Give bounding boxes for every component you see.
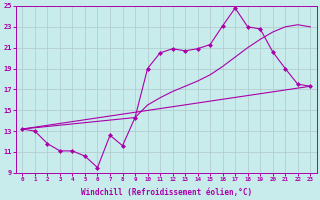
X-axis label: Windchill (Refroidissement éolien,°C): Windchill (Refroidissement éolien,°C)	[81, 188, 252, 197]
